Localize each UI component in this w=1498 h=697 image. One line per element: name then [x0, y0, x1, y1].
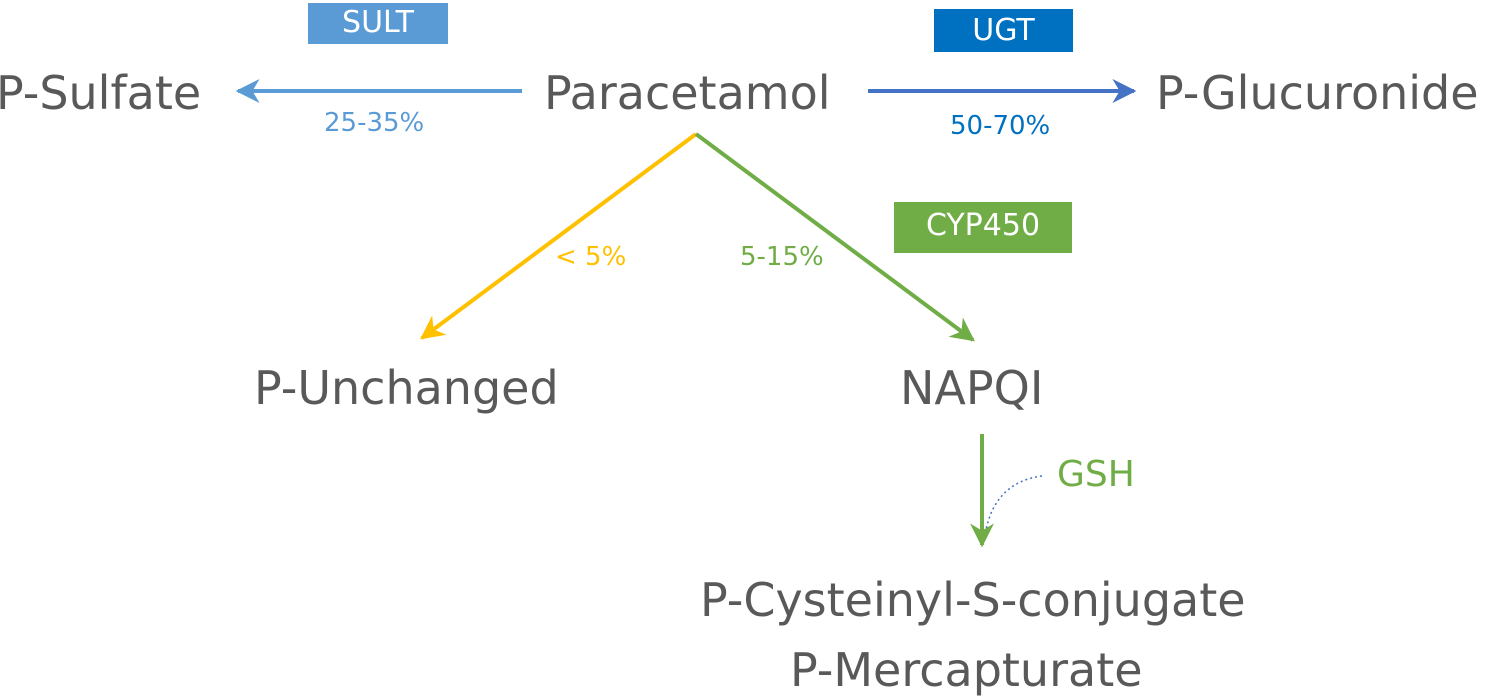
ugt-box — [934, 9, 1073, 52]
gsh-cofactor-label: GSH — [1057, 454, 1135, 495]
napqi-node: NAPQI — [900, 361, 1044, 415]
unchanged-node: P-Unchanged — [254, 361, 559, 415]
sult-box — [308, 3, 448, 44]
paracetamol-node: Paracetamol — [544, 66, 831, 120]
oxidation-percentage: 5-15% — [740, 242, 824, 272]
glucuronide-node: P-Glucuronide — [1156, 66, 1479, 120]
mercapturate-node: P-Mercapturate — [790, 643, 1143, 697]
sult-label: SULT — [342, 5, 414, 40]
ugt-label: UGT — [972, 13, 1035, 48]
oxidation-arrow — [694, 132, 975, 342]
unchanged-percentage: < 5% — [555, 242, 627, 272]
glucuronidation-percentage: 50-70% — [950, 111, 1051, 141]
sulfation-percentage: 25-35% — [324, 108, 425, 138]
cyp450-label: CYP450 — [925, 208, 1041, 243]
sulfate-node: P-Sulfate — [0, 66, 202, 120]
gsh-dotted-curve — [985, 475, 1043, 531]
cysteinyl-conjugate-node: P-Cysteinyl-S-conjugate — [700, 573, 1246, 627]
cyp450-box — [894, 202, 1072, 253]
unchanged-arrow — [420, 132, 698, 340]
